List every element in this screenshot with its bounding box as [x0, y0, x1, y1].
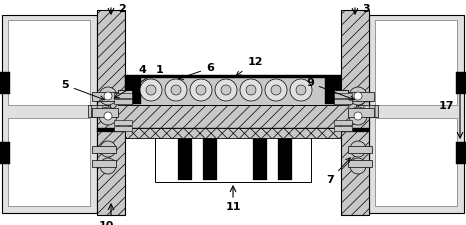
Text: 3: 3	[362, 4, 370, 14]
Circle shape	[99, 107, 117, 125]
Bar	[92, 108, 118, 117]
Bar	[456, 72, 466, 94]
Bar	[0, 142, 10, 164]
Bar	[278, 134, 292, 180]
Bar	[341, 10, 369, 215]
Bar	[114, 93, 132, 98]
Circle shape	[271, 85, 281, 95]
Bar	[125, 75, 341, 105]
Circle shape	[171, 85, 181, 95]
Circle shape	[100, 141, 116, 157]
Bar	[118, 90, 132, 105]
Circle shape	[354, 92, 362, 100]
Circle shape	[196, 85, 206, 95]
Bar	[348, 108, 374, 117]
Circle shape	[265, 79, 287, 101]
Bar	[456, 142, 466, 164]
Bar	[203, 134, 217, 180]
Circle shape	[349, 87, 367, 105]
Bar	[334, 120, 352, 125]
Circle shape	[215, 79, 237, 101]
Bar	[334, 99, 352, 104]
Circle shape	[290, 79, 312, 101]
Bar	[348, 92, 374, 101]
Circle shape	[240, 79, 262, 101]
Circle shape	[296, 85, 306, 95]
Bar	[334, 90, 348, 105]
Circle shape	[354, 112, 362, 120]
Bar	[114, 99, 132, 104]
Text: 4: 4	[134, 65, 146, 86]
Bar	[334, 93, 352, 98]
Bar	[97, 100, 369, 128]
Bar	[375, 20, 457, 105]
Bar	[155, 132, 311, 182]
Text: 5: 5	[61, 80, 104, 100]
Bar	[2, 15, 97, 213]
Text: 1: 1	[114, 65, 164, 98]
Bar	[97, 98, 369, 102]
Bar	[178, 134, 192, 180]
Circle shape	[146, 85, 156, 95]
Text: 10: 10	[98, 221, 114, 225]
Circle shape	[104, 92, 112, 100]
Circle shape	[350, 141, 366, 157]
Text: 9: 9	[306, 78, 354, 100]
Circle shape	[246, 85, 256, 95]
Bar	[0, 72, 10, 94]
Circle shape	[165, 79, 187, 101]
Circle shape	[349, 107, 367, 125]
Bar	[92, 160, 116, 167]
Bar	[125, 76, 141, 104]
Text: 7: 7	[326, 158, 350, 185]
Circle shape	[100, 158, 116, 174]
Bar	[92, 146, 116, 153]
Circle shape	[190, 79, 212, 101]
Circle shape	[350, 158, 366, 174]
Bar	[325, 76, 341, 104]
Bar	[92, 92, 118, 101]
Bar	[348, 160, 372, 167]
Bar	[375, 118, 457, 206]
Circle shape	[104, 112, 112, 120]
Text: 12: 12	[236, 57, 263, 76]
Text: 2: 2	[118, 4, 126, 14]
Text: 17: 17	[439, 101, 454, 111]
Bar	[8, 20, 90, 105]
Circle shape	[140, 79, 162, 101]
Bar	[97, 128, 369, 132]
Bar	[125, 75, 341, 78]
Text: 11: 11	[225, 202, 241, 212]
Bar	[253, 134, 267, 180]
Circle shape	[221, 85, 231, 95]
Bar	[97, 10, 125, 215]
Circle shape	[99, 87, 117, 105]
Bar	[125, 128, 341, 138]
Bar	[356, 105, 378, 117]
Bar	[114, 126, 132, 131]
Bar	[369, 15, 464, 213]
Bar	[8, 118, 90, 206]
Bar	[88, 105, 110, 117]
Text: 6: 6	[178, 63, 214, 79]
Bar	[348, 146, 372, 153]
Bar	[334, 126, 352, 131]
Bar	[114, 120, 132, 125]
